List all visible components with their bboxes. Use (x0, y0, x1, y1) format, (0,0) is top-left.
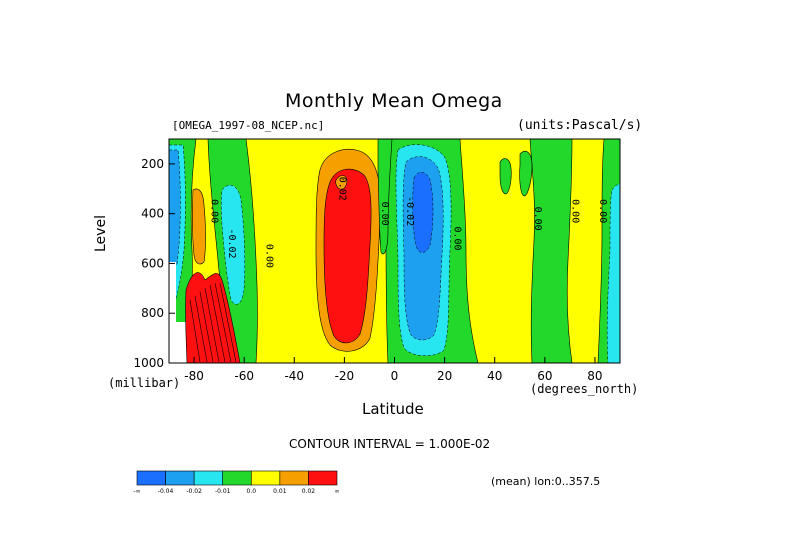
region-deep-blue-equator (412, 172, 434, 253)
colorbar-swatch (136, 470, 166, 486)
region-red-center (323, 168, 372, 344)
y-tick-label: 400 (141, 207, 164, 221)
region-orange-center-inner (335, 175, 348, 190)
x-tick-label: 40 (487, 369, 502, 383)
x-tick-label: -60 (234, 369, 254, 383)
x-tick-label: -20 (335, 369, 355, 383)
region-missing-left (169, 262, 187, 363)
contour-label: 0.00 (379, 202, 390, 226)
y-tick-label: 800 (141, 306, 164, 320)
y-tick-label: 200 (141, 157, 164, 171)
colorbar-level-label: -0.01 (215, 488, 231, 495)
contour-label: 0.00 (532, 207, 543, 231)
colorbar-level-label: -0.02 (186, 488, 202, 495)
file-label: [OMEGA_1997-08_NCEP.nc] (172, 119, 325, 132)
region-green-small-north-2 (519, 151, 533, 197)
colorbar-level-label: ∞ (335, 488, 340, 495)
region-cyan-60s (221, 184, 246, 305)
contour-label: 0.00 (264, 244, 275, 268)
x-tick-label: 0 (391, 369, 399, 383)
colorbar-level-label: 0.0 (247, 488, 257, 495)
contour-label: 0.00 (569, 199, 580, 223)
region-green-small-north (499, 158, 512, 195)
region-green-north-midlat (529, 139, 573, 363)
y-axis-unit: (millibar) (108, 376, 181, 390)
y-tick-label: 600 (141, 256, 164, 270)
x-tick-label: -80 (184, 369, 204, 383)
x-axis-label: Latitude (362, 400, 424, 418)
colorbar-swatch (279, 470, 309, 486)
contour-interval-label: CONTOUR INTERVAL = 1.000E-02 (289, 437, 491, 451)
colorbar-level-label: -∞ (133, 488, 140, 495)
region-blue-left (169, 149, 181, 266)
colorbar-level-label: 0.02 (302, 488, 316, 495)
x-tick-label: 80 (587, 369, 602, 383)
colorbar-level-label: 0.01 (273, 488, 287, 495)
x-tick-label: -40 (284, 369, 304, 383)
contour-label: -0.02 (404, 196, 415, 226)
contour-label: 0.00 (452, 227, 463, 251)
region-orange-left (192, 188, 206, 265)
units-label: (units:Pascal/s) (517, 118, 643, 133)
contour-label: 0.02 (336, 177, 347, 201)
colorbar-swatch (165, 470, 195, 486)
region-cyan-north-polar (606, 183, 620, 363)
hatched-contours-lower-left (189, 282, 237, 363)
x-axis-unit: (degrees_north) (530, 382, 639, 396)
contour-label: 0.00 (209, 199, 220, 223)
contour-label: -0.02 (226, 228, 237, 258)
x-tick-label: 20 (437, 369, 452, 383)
contour-label: 0.00 (597, 199, 608, 223)
colorbar-swatch (308, 470, 338, 486)
colorbar-swatch (193, 470, 224, 486)
chart-title: Monthly Mean Omega (285, 90, 503, 112)
colorbar-level-label: -0.04 (158, 488, 174, 495)
x-tick-label: 60 (537, 369, 552, 383)
region-green-strip-south (377, 139, 393, 255)
colorbar-swatch (222, 470, 252, 486)
mean-info-label: (mean) lon:0..357.5 (491, 475, 601, 488)
y-tick-label: 1000 (133, 356, 164, 370)
colorbar-swatch (250, 470, 281, 486)
